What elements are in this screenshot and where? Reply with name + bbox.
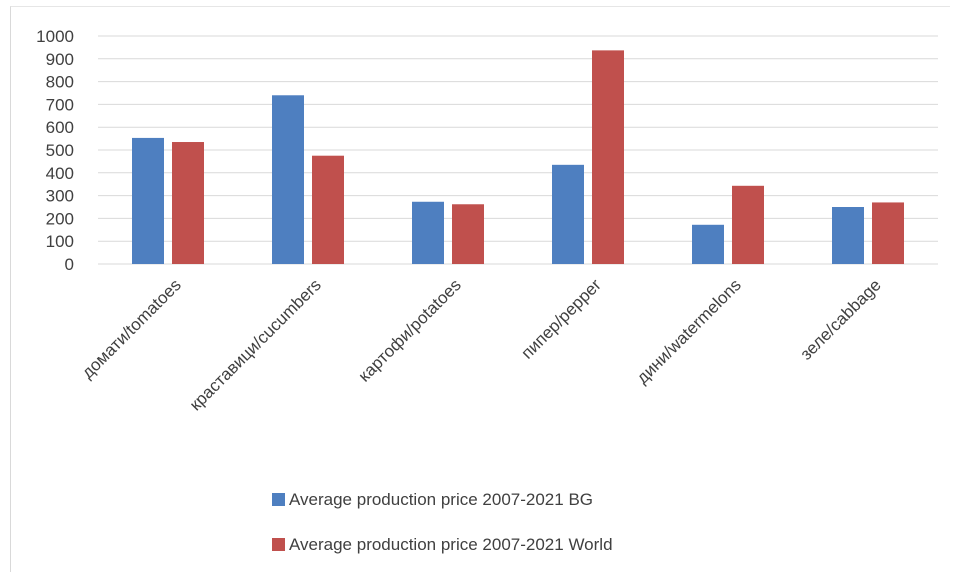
x-category-label: пипер/pepper [518,275,606,363]
y-tick-label: 200 [46,209,74,228]
bar-bg-1 [272,95,304,264]
y-tick-label: 100 [46,232,74,251]
x-category-label: дини/watermelons [633,275,745,387]
y-tick-label: 0 [65,255,74,274]
bar-world-2 [452,204,484,264]
bar-world-1 [312,155,344,264]
x-category-label: зеле/cabbage [797,275,885,363]
y-tick-label: 600 [46,118,74,137]
bar-bg-4 [692,224,724,264]
bar-bg-5 [832,207,864,264]
bar-bg-3 [552,164,584,264]
bar-world-5 [872,202,904,264]
gridlines [98,35,938,265]
y-tick-label: 300 [46,187,74,206]
y-tick-label: 500 [46,141,74,160]
chart-frame [10,6,950,572]
y-tick-label: 800 [46,73,74,92]
bar-world-3 [592,50,624,264]
bar-world-4 [732,185,764,264]
x-category-label: картофи/potatoes [355,275,465,385]
y-tick-label: 1000 [36,27,74,46]
x-axis-categories: домати/tomatoes краставици/cucumbers карто… [78,275,885,414]
bar-bg-0 [132,137,164,264]
legend-swatch [272,538,285,551]
y-tick-label: 700 [46,95,74,114]
y-tick-label: 400 [46,164,74,183]
legend-label: Average production price 2007-2021 World [289,535,613,554]
x-category-label: краставици/cucumbers [186,275,325,414]
legend-label: Average production price 2007-2021 BG [289,490,593,509]
y-axis-ticks: 0 100 200 300 400 500 600 700 800 900 1000 [36,27,74,274]
bars [132,50,904,264]
x-category-label: домати/tomatoes [78,275,185,382]
y-tick-label: 900 [46,50,74,69]
legend-swatch [272,493,285,506]
bar-bg-2 [412,201,444,264]
bar-world-0 [172,142,204,264]
legend: Average production price 2007-2021 BG Ave… [272,490,613,554]
